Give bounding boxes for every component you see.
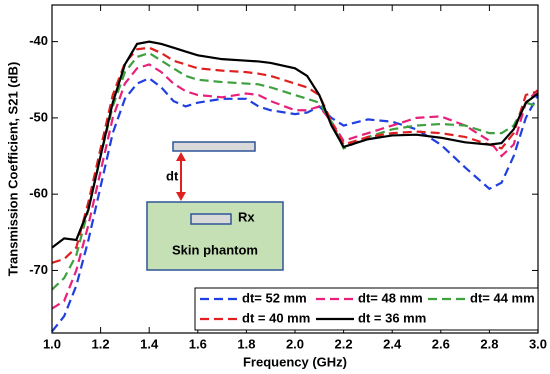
inset-diagram: dt Rx Skin phantom [146,141,284,271]
y-tick-label: -50 [29,109,48,124]
annotation: Rx [238,209,255,224]
rx-plate [190,213,232,225]
x-tick-label: 1.0 [43,336,61,351]
legend-label: dt= 52 mm [242,290,307,305]
y-tick-label: -40 [29,33,48,48]
tx-plate [172,141,256,152]
arrow-head [176,152,186,161]
legend: dt= 52 mm dt= 48 mm dt= 44 mm dt = 40 mm dt … [194,287,539,331]
x-tick-label: 2.2 [335,336,353,351]
plot-frame [51,4,539,334]
x-tick-label: 1.2 [92,336,110,351]
series-line [51,51,539,291]
series-line [51,63,539,310]
y-axis-label: Transmission Coefficient, S21 (dB) [5,62,20,277]
x-tick-label: 1.6 [189,336,207,351]
legend-box [194,287,539,331]
series-line [51,46,539,264]
arrow-head [176,192,186,201]
series-line [51,40,539,249]
x-tick-label: 2.8 [480,336,498,351]
series-line [51,76,539,333]
legend-label: dt= 44 mm [470,290,535,305]
annotation: Skin phantom [172,242,258,257]
y-tick-label: -60 [29,186,48,201]
x-axis-label: Frequency (GHz) [243,354,347,369]
x-tick-label: 2.6 [432,336,450,351]
legend-label: dt = 40 mm [242,310,310,325]
annotation: dt [166,168,179,183]
phantom [146,201,284,271]
x-tick-label: 2.4 [383,336,402,351]
y-tick-label: -70 [29,262,48,277]
x-tick-label: 2.0 [286,336,304,351]
legend-label: dt= 48 mm [358,290,423,305]
x-tick-label: 3.0 [529,336,547,351]
x-tick-label: 1.4 [140,336,159,351]
legend-label: dt = 36 mm [358,310,426,325]
x-tick-label: 1.8 [237,336,255,351]
